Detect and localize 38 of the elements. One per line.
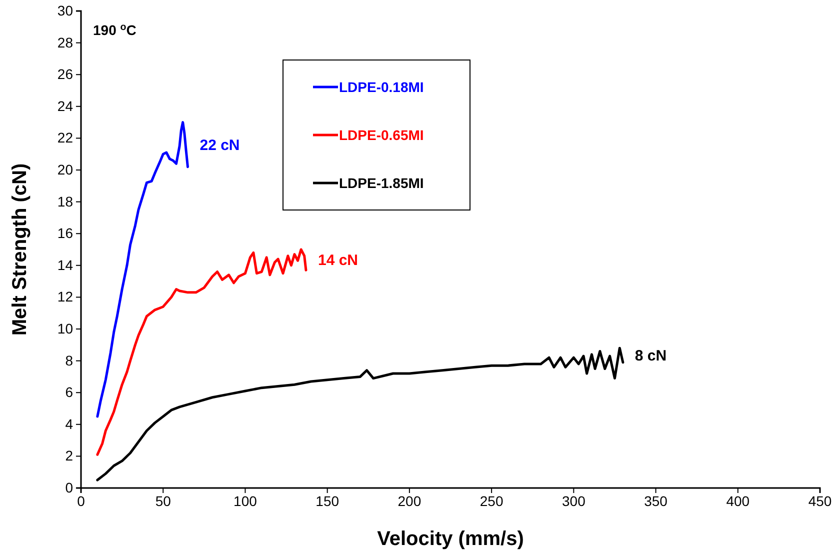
x-tick-label: 100 bbox=[234, 492, 258, 509]
x-tick-label: 50 bbox=[155, 492, 172, 509]
annotation: 14 cN bbox=[318, 252, 358, 270]
line-series bbox=[96, 346, 624, 482]
annotation: 190 $^{o}$C bbox=[93, 22, 136, 38]
y-tick-label: 30 bbox=[57, 2, 74, 18]
x-tick-label: 350 bbox=[644, 492, 668, 509]
x-axis-title: Velocity (mm/s) bbox=[377, 528, 524, 550]
x-tick-label: 450 bbox=[808, 492, 832, 509]
y-tick-label: 22 bbox=[57, 130, 74, 146]
y-tick-label: 0 bbox=[65, 479, 74, 496]
x-tick-label: 200 bbox=[398, 492, 422, 509]
legend-label: LDPE-0.18MI bbox=[339, 78, 424, 95]
y-tick-label: 12 bbox=[57, 288, 74, 305]
annotation: 22 cN bbox=[200, 136, 240, 154]
y-tick-label: 20 bbox=[57, 161, 74, 178]
line-series bbox=[96, 121, 189, 418]
y-tick-label: 26 bbox=[57, 66, 74, 82]
x-tick-label: 300 bbox=[562, 492, 586, 509]
y-tick-label: 6 bbox=[65, 384, 74, 400]
y-tick-label: 4 bbox=[65, 416, 74, 432]
y-tick-label: 2 bbox=[65, 448, 74, 464]
x-tick-label: 0 bbox=[77, 492, 86, 509]
y-tick-label: 8 bbox=[65, 352, 74, 368]
y-tick-label: 18 bbox=[57, 193, 74, 210]
x-tick-label: 400 bbox=[726, 492, 750, 509]
y-tick-label: 14 bbox=[57, 256, 74, 273]
y-tick-label: 16 bbox=[57, 225, 74, 242]
x-tick-label: 250 bbox=[480, 492, 504, 509]
y-tick-label: 10 bbox=[57, 320, 74, 336]
legend-label: LDPE-0.65MI bbox=[339, 126, 424, 143]
legend-label: LDPE-1.85MI bbox=[339, 174, 424, 191]
annotation: 8 cN bbox=[634, 347, 667, 364]
line-series bbox=[96, 248, 308, 456]
y-axis-title: Melt Strength (cN) bbox=[9, 163, 31, 336]
x-tick-label: 150 bbox=[316, 492, 340, 509]
y-tick-label: 24 bbox=[57, 98, 74, 114]
y-tick-label: 28 bbox=[57, 34, 74, 50]
